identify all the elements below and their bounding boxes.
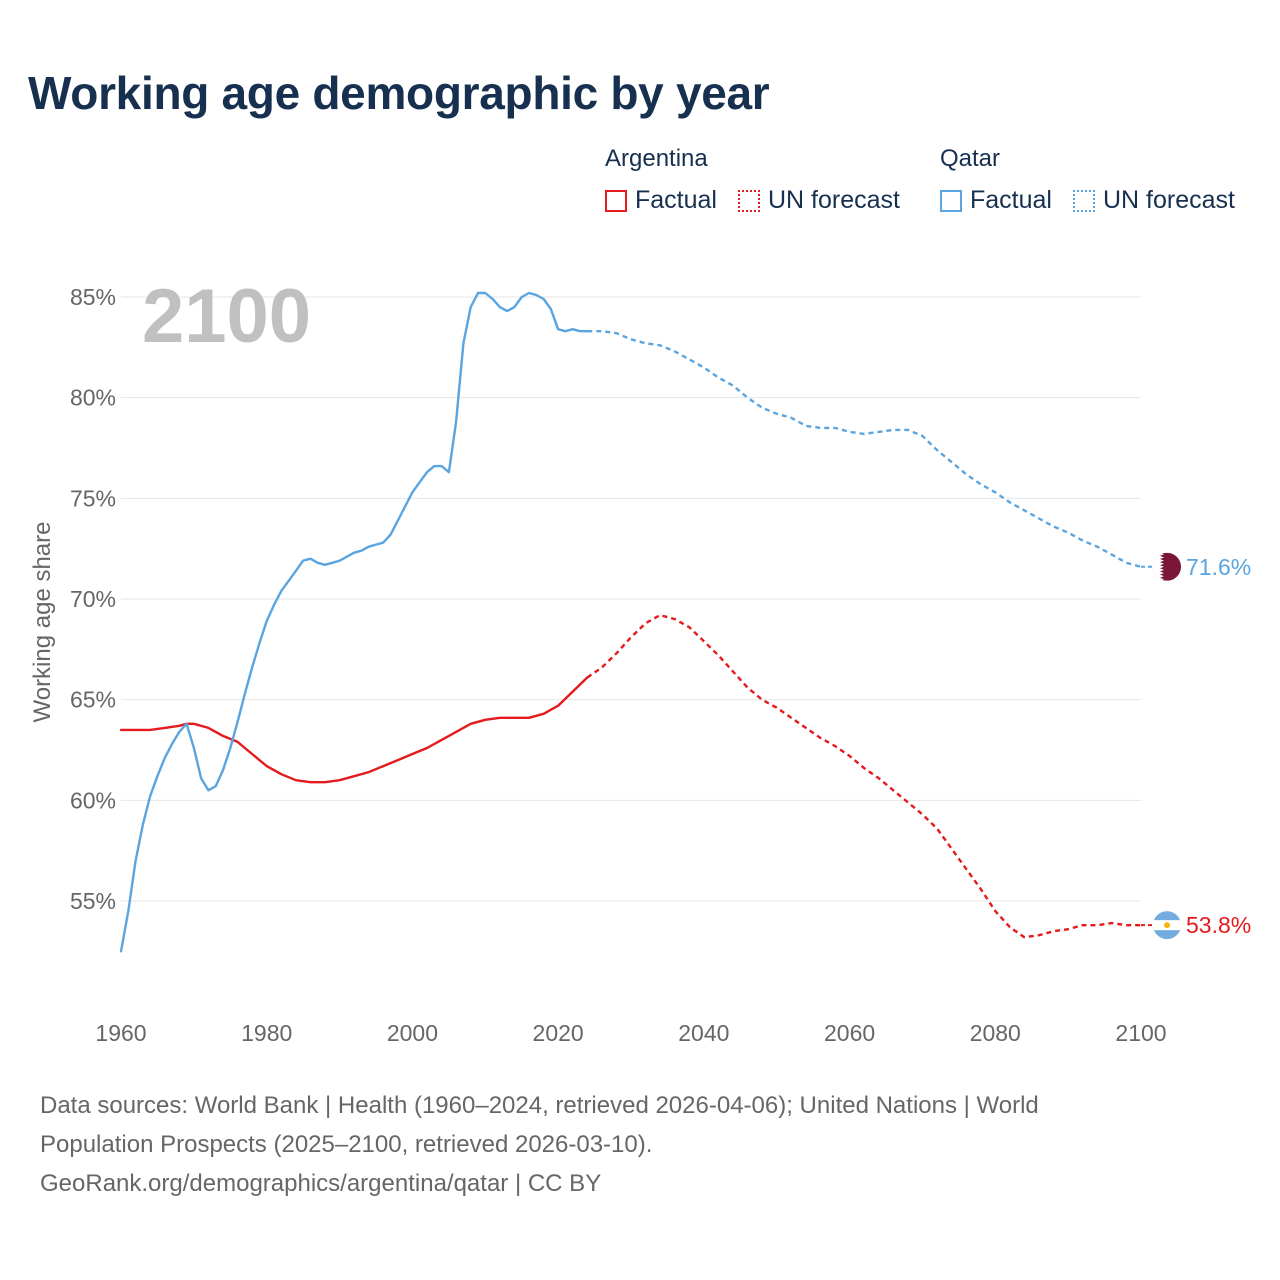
y-tick-label: 75% <box>70 485 116 511</box>
x-tick-label: 2100 <box>1115 1020 1166 1046</box>
y-tick-label: 65% <box>70 687 116 713</box>
y-tick-label: 60% <box>70 787 116 813</box>
axes: 55% 60% 65% 70% 75% 80% 85% 1960 1980 2000 2020 204… <box>70 284 1167 1046</box>
footer-sources-line2: Population Prospects (2025–2100, retriev… <box>40 1131 653 1158</box>
legend-swatch-qatar-forecast <box>1073 189 1095 212</box>
footer-sources-line1: Data sources: World Bank | Health (1960–… <box>40 1092 1039 1119</box>
legend-swatch-argentina-forecast <box>738 189 760 212</box>
series-lines <box>119 291 1142 953</box>
x-tick-label: 2040 <box>678 1020 729 1046</box>
legend-label-qatar-factual: Factual <box>970 186 1052 214</box>
legend-qatar-forecast[interactable]: UN forecast <box>1073 186 1235 215</box>
legend-swatch-qatar-factual <box>940 189 962 212</box>
year-watermark: 2100 <box>142 274 311 359</box>
series-line-qatar-forecast[interactable] <box>587 330 1142 568</box>
y-axis-title: Working age share <box>29 522 56 723</box>
y-tick-label: 55% <box>70 888 116 914</box>
x-tick-label: 2060 <box>824 1020 875 1046</box>
chart-title: Working age demographic by year <box>28 67 770 119</box>
y-tick-label: 70% <box>70 586 116 612</box>
legend-qatar-factual[interactable]: Factual <box>940 186 1052 215</box>
series-line-argentina-factual[interactable] <box>119 676 589 784</box>
y-tick-label: 85% <box>70 284 116 310</box>
legend-group-argentina: Argentina <box>605 145 708 172</box>
footer: Data sources: World Bank | Health (1960–… <box>40 1086 1240 1203</box>
legend-label-argentina-forecast: UN forecast <box>768 186 900 214</box>
y-tick-label: 80% <box>70 385 116 411</box>
x-tick-label: 1960 <box>95 1020 146 1046</box>
end-markers: 71.6% 53.8% <box>1141 552 1251 940</box>
grid-lines <box>121 296 1141 902</box>
legend-label-argentina-factual: Factual <box>635 186 717 214</box>
argentina-flag-icon <box>1153 911 1181 940</box>
x-tick-label: 2020 <box>533 1020 584 1046</box>
legend-label-qatar-forecast: UN forecast <box>1103 186 1235 214</box>
x-tick-label: 1980 <box>241 1020 292 1046</box>
end-label-qatar: 71.6% <box>1186 554 1251 580</box>
series-line-argentina-forecast[interactable] <box>586 613 1141 939</box>
x-tick-label: 2000 <box>387 1020 438 1046</box>
legend-swatch-argentina-factual <box>605 189 627 212</box>
legend-group-qatar: Qatar <box>940 145 1001 172</box>
qatar-flag-icon <box>1153 552 1181 581</box>
series-line-qatar-factual[interactable] <box>119 291 589 953</box>
legend-argentina-factual[interactable]: Factual <box>605 186 717 215</box>
x-tick-label: 2080 <box>970 1020 1021 1046</box>
end-label-argentina: 53.8% <box>1186 912 1251 938</box>
footer-credit-link[interactable]: GeoRank.org/demographics/argentina/qatar… <box>40 1170 602 1197</box>
legend-argentina-forecast[interactable]: UN forecast <box>738 186 900 215</box>
